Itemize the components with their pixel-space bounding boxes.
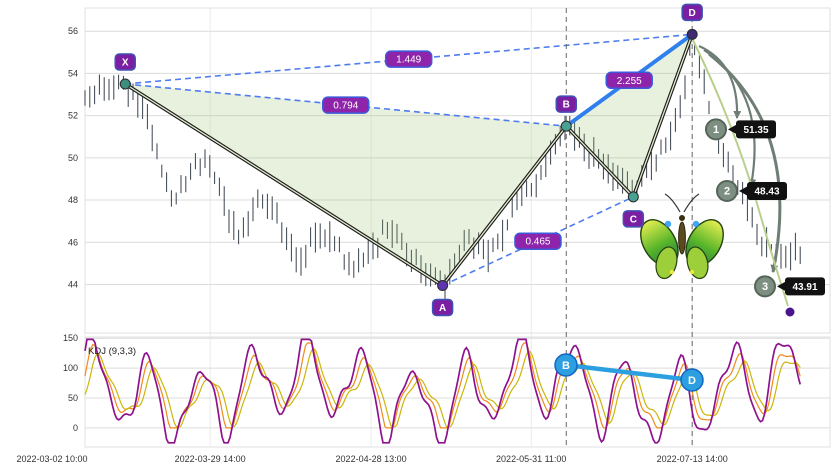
svg-text:56: 56	[68, 26, 78, 36]
kdj-b-d-connector	[565, 362, 693, 383]
point-badge-C[interactable]: C	[622, 210, 645, 228]
svg-text:C: C	[630, 214, 637, 225]
target-2[interactable]: 2 48.43	[716, 179, 787, 202]
svg-text:150: 150	[63, 333, 78, 343]
svg-text:46: 46	[68, 237, 78, 247]
svg-text:B: B	[562, 360, 570, 372]
svg-text:44: 44	[68, 279, 78, 289]
point-dot-D[interactable]	[686, 28, 698, 40]
svg-text:0.465: 0.465	[525, 237, 550, 248]
point-dot-A[interactable]	[437, 280, 449, 292]
point-badge-D[interactable]: D	[681, 3, 703, 22]
svg-text:D: D	[688, 375, 696, 387]
svg-text:X: X	[122, 57, 129, 68]
pattern-fill	[125, 34, 693, 286]
svg-text:2.255: 2.255	[617, 76, 642, 87]
svg-text:2022-03-29 14:00: 2022-03-29 14:00	[175, 454, 246, 464]
svg-text:2: 2	[724, 185, 730, 197]
svg-text:1: 1	[713, 124, 719, 136]
ratio-label-2.255[interactable]: 2.255	[605, 71, 653, 90]
axis-labels: 44 46 48 50 52 54 56 0 50 100 150 2022-03-02 10:00 2…	[16, 26, 727, 464]
point-dot-C[interactable]	[627, 191, 639, 203]
target-arrows	[698, 44, 782, 273]
point-badge-B[interactable]: B	[555, 95, 578, 113]
svg-text:48.43: 48.43	[754, 186, 779, 197]
point-badge-A[interactable]: A	[431, 298, 454, 317]
svg-text:48: 48	[68, 195, 78, 205]
svg-text:2022-07-13 14:00: 2022-07-13 14:00	[657, 454, 728, 464]
svg-text:A: A	[439, 303, 446, 314]
svg-text:50: 50	[68, 153, 78, 163]
point-dot-X[interactable]	[119, 78, 131, 90]
point-badge-X[interactable]: X	[114, 53, 136, 71]
gridlines	[84, 7, 831, 448]
svg-text:51.35: 51.35	[743, 125, 768, 136]
projection-end-dot	[785, 307, 795, 317]
svg-text:54: 54	[68, 68, 78, 78]
svg-text:52: 52	[68, 111, 78, 121]
kdj-j-line	[84, 338, 802, 444]
svg-text:3: 3	[762, 281, 768, 293]
point-dot-B[interactable]	[560, 120, 572, 132]
svg-text:0: 0	[73, 423, 78, 433]
ratio-label-1.449[interactable]: 1.449	[384, 50, 433, 68]
svg-text:50: 50	[68, 393, 78, 403]
svg-text:100: 100	[63, 363, 78, 373]
svg-text:2022-04-28 13:00: 2022-04-28 13:00	[336, 454, 407, 464]
target-1[interactable]: 1 51.35	[705, 118, 776, 141]
svg-text:B: B	[563, 100, 570, 111]
pattern-legs	[124, 33, 694, 288]
svg-text:D: D	[689, 8, 696, 19]
ratio-label-0.794[interactable]: 0.794	[322, 96, 370, 114]
kdj-marker-D[interactable]: D	[680, 368, 704, 392]
svg-text:1.449: 1.449	[396, 55, 421, 66]
svg-text:2022-03-02 10:00: 2022-03-02 10:00	[16, 454, 87, 464]
butterfly-graphic	[640, 193, 724, 280]
kdj-d-line	[84, 347, 801, 428]
ratio-label-0.465[interactable]: 0.465	[514, 232, 562, 250]
kdj-indicator-label: KDJ (9,3,3)	[88, 346, 137, 357]
svg-text:2022-05-31 11:00: 2022-05-31 11:00	[496, 454, 566, 464]
svg-text:0.794: 0.794	[333, 101, 358, 112]
svg-text:43.91: 43.91	[792, 282, 817, 293]
target-3[interactable]: 3 43.91	[754, 275, 825, 298]
kdj-marker-B[interactable]: B	[554, 353, 578, 377]
